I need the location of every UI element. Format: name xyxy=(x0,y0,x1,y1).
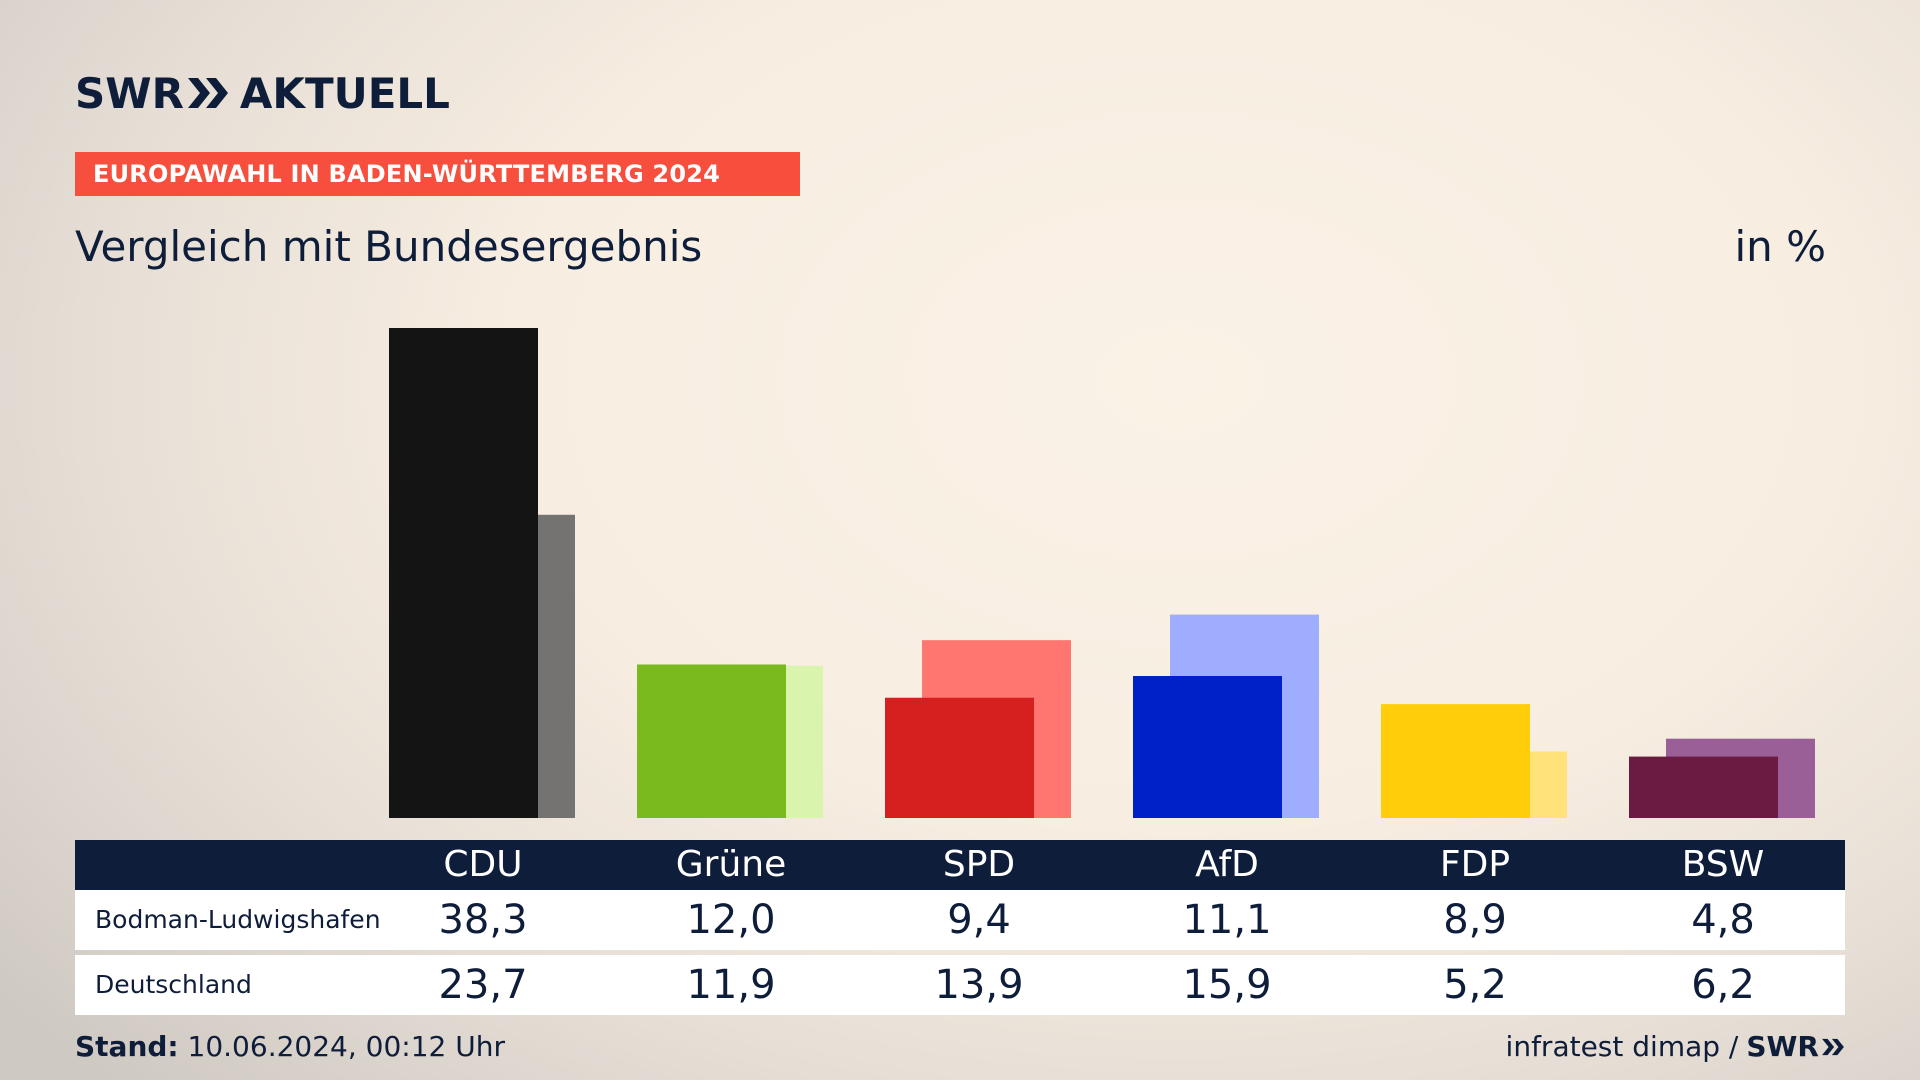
bar-bodman-ludwigshafen-bsw xyxy=(1629,756,1778,818)
row-label: Bodman-Ludwigshafen xyxy=(95,905,381,934)
column-header-cdu: CDU xyxy=(443,844,523,885)
table-row: Deutschland 23,7 11,9 13,9 15,9 5,2 6,2 xyxy=(75,955,1845,1015)
source-credit: infratest dimap / SWR xyxy=(1506,1030,1845,1063)
value-cell: 23,7 xyxy=(438,962,528,1008)
double-chevron-icon xyxy=(1822,1038,1844,1055)
value-cell: 9,4 xyxy=(947,897,1011,943)
bar-bodman-ludwigshafen-fdp xyxy=(1381,704,1530,818)
value-cell: 15,9 xyxy=(1182,962,1272,1008)
column-header-spd: SPD xyxy=(942,844,1016,885)
bar-bodman-ludwigshafen-afd xyxy=(1133,675,1282,818)
value-cell: 8,9 xyxy=(1443,897,1507,943)
source-text: infratest dimap / xyxy=(1505,1030,1739,1063)
swr-mini-logo: SWR xyxy=(1746,1030,1845,1063)
value-cell: 11,1 xyxy=(1182,897,1272,943)
unit-label: in % xyxy=(1734,222,1826,271)
logo-aktuell-text: AKTUELL xyxy=(239,68,450,118)
bar-bodman-ludwigshafen-gruene xyxy=(637,664,786,818)
column-header-gruene: Grüne xyxy=(675,844,787,885)
results-table: CDU Grüne SPD AfD FDP BSW Bodman-Ludwigshafen… xyxy=(75,840,1845,1015)
table-row: Bodman-Ludwigshafen 38,3 12,0 9,4 11,1 8,9 4,… xyxy=(75,890,1845,950)
kicker-banner: EUROPAWAHL IN BADEN-WÜRTTEMBERG 2024 xyxy=(75,152,800,196)
swr-aktuell-logo: SWR AKTUELL xyxy=(75,68,450,118)
double-chevron-icon xyxy=(187,78,228,108)
row-label: Deutschland xyxy=(95,970,252,999)
column-header-fdp: FDP xyxy=(1439,844,1511,885)
stand-label: Stand: xyxy=(75,1030,179,1063)
value-cell: 6,2 xyxy=(1691,962,1755,1008)
bar-bodman-ludwigshafen-spd xyxy=(885,697,1034,818)
bar-bodman-ludwigshafen-cdu xyxy=(389,328,538,818)
swr-mini-text: SWR xyxy=(1746,1030,1819,1063)
value-cell: 4,8 xyxy=(1691,897,1755,943)
value-cell: 12,0 xyxy=(686,897,776,943)
value-cell: 38,3 xyxy=(438,897,528,943)
chart-title: Vergleich mit Bundesergebnis xyxy=(75,222,703,271)
table-header: CDU Grüne SPD AfD FDP BSW xyxy=(75,840,1845,890)
column-header-bsw: BSW xyxy=(1681,844,1765,885)
logo-swr-text: SWR xyxy=(75,68,184,118)
value-cell: 13,9 xyxy=(934,962,1024,1008)
value-cell: 5,2 xyxy=(1443,962,1507,1008)
timestamp: Stand: 10.06.2024, 00:12 Uhr xyxy=(75,1030,505,1063)
value-cell: 11,9 xyxy=(686,962,776,1008)
stand-value: 10.06.2024, 00:12 Uhr xyxy=(187,1030,505,1063)
column-header-afd: AfD xyxy=(1195,844,1259,885)
